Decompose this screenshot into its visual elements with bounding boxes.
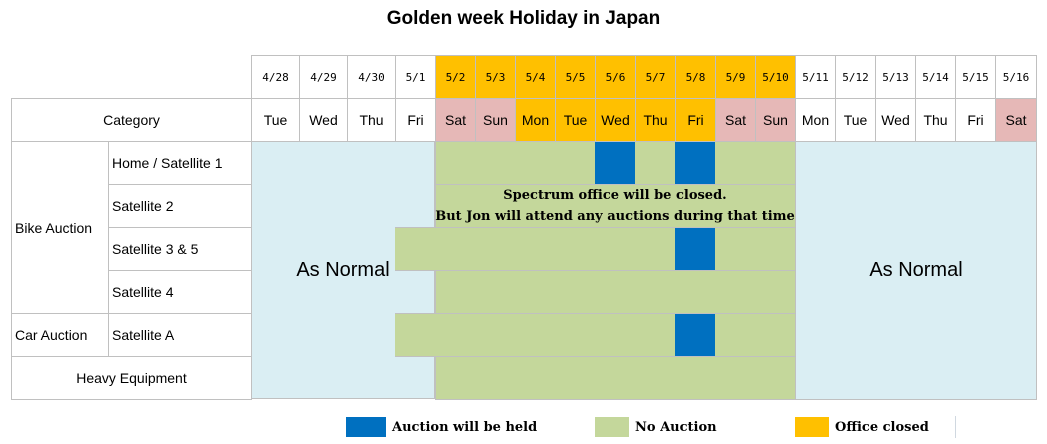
no-auction-cell bbox=[395, 227, 436, 271]
day-header: Tue bbox=[251, 98, 300, 142]
legend-label: Office closed bbox=[835, 419, 929, 435]
note-line: But Jon will attend any auctions during … bbox=[435, 208, 795, 224]
day-header: Sat bbox=[715, 98, 756, 142]
day-header: Tue bbox=[835, 98, 876, 142]
day-header: Tue bbox=[555, 98, 596, 142]
legend-divider bbox=[955, 416, 956, 438]
day-header: Thu bbox=[635, 98, 676, 142]
auction-held-cell bbox=[675, 142, 715, 184]
date-header: 5/6 bbox=[595, 55, 636, 99]
day-header: Thu bbox=[347, 98, 396, 142]
row-label: Satellite 4 bbox=[108, 270, 252, 314]
legend-swatch bbox=[595, 417, 629, 437]
date-header: 5/2 bbox=[435, 55, 476, 99]
auction-held-cell bbox=[675, 314, 715, 356]
page-title: Golden week Holiday in Japan bbox=[386, 8, 661, 29]
note-line: Spectrum office will be closed. bbox=[503, 187, 727, 203]
no-auction-row bbox=[435, 313, 796, 357]
day-header: Wed bbox=[595, 98, 636, 142]
group-label-car-auction: Car Auction bbox=[11, 313, 109, 357]
day-header: Mon bbox=[515, 98, 556, 142]
day-header: Sat bbox=[995, 98, 1037, 142]
day-header: Mon bbox=[795, 98, 836, 142]
no-auction-row bbox=[435, 227, 796, 271]
date-header: 5/15 bbox=[955, 55, 996, 99]
date-header: 5/8 bbox=[675, 55, 716, 99]
day-header: Fri bbox=[395, 98, 436, 142]
row-label: Satellite 3 & 5 bbox=[108, 227, 252, 271]
auction-held-cell bbox=[675, 228, 715, 270]
date-header: 5/1 bbox=[395, 55, 436, 99]
day-header: Wed bbox=[875, 98, 916, 142]
date-header: 4/29 bbox=[299, 55, 348, 99]
day-header: Wed bbox=[299, 98, 348, 142]
category-header: Category bbox=[11, 98, 252, 142]
date-header: 5/12 bbox=[835, 55, 876, 99]
row-label: Satellite 2 bbox=[108, 184, 252, 228]
day-header: Sun bbox=[755, 98, 796, 142]
date-header: 5/13 bbox=[875, 55, 916, 99]
date-header: 5/11 bbox=[795, 55, 836, 99]
as-normal-right: As Normal bbox=[795, 141, 1037, 400]
date-header: 5/9 bbox=[715, 55, 756, 99]
date-header: 5/4 bbox=[515, 55, 556, 99]
legend-label: Auction will be held bbox=[392, 419, 538, 435]
no-auction-row bbox=[435, 356, 796, 400]
legend-swatch bbox=[346, 417, 386, 437]
day-header: Fri bbox=[955, 98, 996, 142]
row-label: Heavy Equipment bbox=[11, 356, 252, 400]
date-header: 5/14 bbox=[915, 55, 956, 99]
closure-note: Spectrum office will be closed. But Jon w… bbox=[435, 186, 795, 225]
date-header: 4/30 bbox=[347, 55, 396, 99]
legend-swatch bbox=[795, 417, 829, 437]
auction-held-cell bbox=[595, 142, 635, 184]
no-auction-row bbox=[435, 184, 796, 228]
date-header: 5/5 bbox=[555, 55, 596, 99]
row-label: Home / Satellite 1 bbox=[108, 141, 252, 185]
no-auction-cell bbox=[395, 313, 436, 357]
legend-label: No Auction bbox=[635, 419, 717, 435]
date-header: 5/3 bbox=[475, 55, 516, 99]
date-header: 5/7 bbox=[635, 55, 676, 99]
group-label-bike-auction: Bike Auction bbox=[11, 141, 109, 314]
day-header: Sun bbox=[475, 98, 516, 142]
row-label: Satellite A bbox=[108, 313, 252, 357]
date-header: 4/28 bbox=[251, 55, 300, 99]
day-header: Sat bbox=[435, 98, 476, 142]
date-header: 5/16 bbox=[995, 55, 1037, 99]
date-header: 5/10 bbox=[755, 55, 796, 99]
no-auction-row bbox=[435, 270, 796, 314]
day-header: Fri bbox=[675, 98, 716, 142]
day-header: Thu bbox=[915, 98, 956, 142]
